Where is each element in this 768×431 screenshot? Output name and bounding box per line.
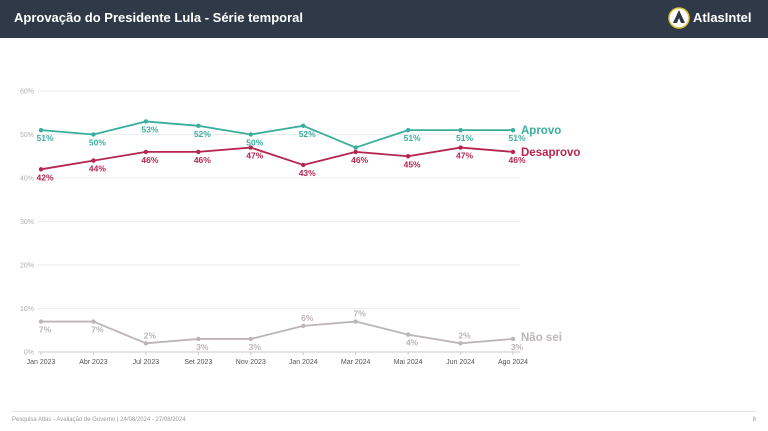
data-label-n-o-sei: 3% xyxy=(511,342,524,352)
data-point-n-o-sei xyxy=(405,332,411,337)
x-tick-label: Mai 2024 xyxy=(394,359,423,366)
data-label-desaprovo: 47% xyxy=(246,151,263,161)
data-label-desaprovo: 43% xyxy=(299,168,316,178)
chart-grid: 0% 10% 20% 30% 40% 50% 60% Jan 2023 Abr 2023 Jul … xyxy=(20,89,528,367)
data-point-aprovo xyxy=(38,127,44,133)
data-point-aprovo xyxy=(301,123,306,128)
y-tick-label: 50% xyxy=(20,132,34,139)
y-tick-label: 10% xyxy=(20,306,34,313)
header-bar: Aprovação do Presidente Lula - Série tem… xyxy=(0,0,768,38)
footer-divider xyxy=(12,411,756,412)
data-point-desaprovo xyxy=(38,167,44,172)
data-label-aprovo: 50% xyxy=(89,138,106,148)
data-label-aprovo: 52% xyxy=(194,129,211,139)
data-label-desaprovo: 47% xyxy=(456,151,473,161)
series-name-n-o-sei: Não sei xyxy=(521,332,562,344)
brand-name: AtlasIntel xyxy=(693,10,752,25)
data-point-n-o-sei xyxy=(143,341,149,346)
data-label-desaprovo: 42% xyxy=(36,172,53,182)
data-point-n-o-sei xyxy=(91,319,96,324)
data-point-n-o-sei xyxy=(248,336,253,342)
series-name-desaprovo: Desaprovo xyxy=(521,147,580,159)
data-point-desaprovo xyxy=(353,149,358,155)
data-label-aprovo: 51% xyxy=(456,133,473,143)
x-tick-label: Set 2023 xyxy=(184,359,212,366)
data-label-aprovo: 50% xyxy=(246,138,263,148)
data-point-n-o-sei xyxy=(510,336,516,342)
chart-labels: 51% 50%53% 52%50%52% 51% 51% 51%Aprovo42%44%4… xyxy=(36,124,580,352)
page-title: Aprovação do Presidente Lula - Série tem… xyxy=(14,10,303,25)
data-label-n-o-sei: 7% xyxy=(39,325,52,335)
x-tick-label: Mar 2024 xyxy=(341,359,371,366)
data-point-aprovo xyxy=(196,123,201,128)
line-chart: 0% 10% 20% 30% 40% 50% 60% Jan 2023 Abr 2023 Jul … xyxy=(20,89,580,367)
data-label-n-o-sei: 2% xyxy=(458,330,471,340)
data-label-aprovo: 53% xyxy=(141,124,158,134)
y-tick-label: 0% xyxy=(24,350,34,357)
data-point-aprovo xyxy=(510,127,516,133)
data-label-n-o-sei: 3% xyxy=(249,342,262,352)
x-tick-label: Jul 2023 xyxy=(133,359,160,366)
data-label-aprovo: 51% xyxy=(508,133,525,143)
data-point-aprovo xyxy=(353,145,358,150)
data-point-desaprovo xyxy=(248,145,253,150)
data-point-desaprovo xyxy=(510,149,516,155)
page-number: 8 xyxy=(752,417,756,423)
data-label-desaprovo: 46% xyxy=(508,155,525,165)
series-line-n-o-sei xyxy=(41,320,514,345)
data-label-desaprovo: 46% xyxy=(351,155,368,165)
atlas-globe-icon xyxy=(668,7,690,29)
data-point-aprovo xyxy=(91,132,96,137)
data-point-n-o-sei xyxy=(196,336,201,342)
data-label-desaprovo: 44% xyxy=(89,164,106,174)
data-point-n-o-sei xyxy=(458,341,463,346)
data-point-n-o-sei xyxy=(353,319,358,324)
y-tick-label: 20% xyxy=(20,263,34,270)
footer-source: Pesquisa Atlas - Avaliação de Governo | … xyxy=(12,417,186,423)
data-label-aprovo: 51% xyxy=(36,133,53,143)
data-point-desaprovo xyxy=(143,149,149,155)
data-point-aprovo xyxy=(248,132,253,137)
x-tick-label: Abr 2023 xyxy=(79,359,108,366)
x-tick-label: Ago 2024 xyxy=(498,359,528,366)
data-label-desaprovo: 45% xyxy=(404,159,421,169)
data-point-desaprovo xyxy=(91,158,96,163)
x-tick-label: Nov 2023 xyxy=(236,359,266,366)
data-point-desaprovo xyxy=(301,162,306,168)
data-label-n-o-sei: 6% xyxy=(301,313,314,323)
series-name-aprovo: Aprovo xyxy=(521,125,561,137)
data-label-aprovo: 51% xyxy=(404,133,421,143)
data-label-n-o-sei: 4% xyxy=(406,338,419,348)
series-line-desaprovo xyxy=(40,146,514,171)
data-label-desaprovo: 46% xyxy=(194,155,211,165)
y-tick-label: 40% xyxy=(20,176,34,183)
y-tick-label: 60% xyxy=(20,89,34,96)
data-label-aprovo: 52% xyxy=(299,129,316,139)
data-point-aprovo xyxy=(143,119,149,124)
data-label-n-o-sei: 7% xyxy=(91,325,104,335)
data-label-n-o-sei: 2% xyxy=(144,330,157,340)
y-tick-label: 30% xyxy=(20,219,34,226)
data-point-aprovo xyxy=(458,127,463,133)
data-label-n-o-sei: 7% xyxy=(354,309,367,319)
data-point-desaprovo xyxy=(196,149,201,155)
data-point-aprovo xyxy=(405,127,411,133)
x-tick-label: Jan 2023 xyxy=(27,359,56,366)
data-point-n-o-sei xyxy=(38,319,44,324)
chart-series xyxy=(38,119,516,346)
x-tick-label: Jun 2024 xyxy=(446,359,475,366)
series-line-aprovo xyxy=(40,120,513,149)
data-label-desaprovo: 46% xyxy=(141,155,158,165)
data-label-n-o-sei: 3% xyxy=(196,342,209,352)
x-tick-label: Jan 2024 xyxy=(289,359,318,366)
data-point-desaprovo xyxy=(458,145,463,150)
data-point-n-o-sei xyxy=(301,323,306,329)
data-point-desaprovo xyxy=(405,154,411,159)
